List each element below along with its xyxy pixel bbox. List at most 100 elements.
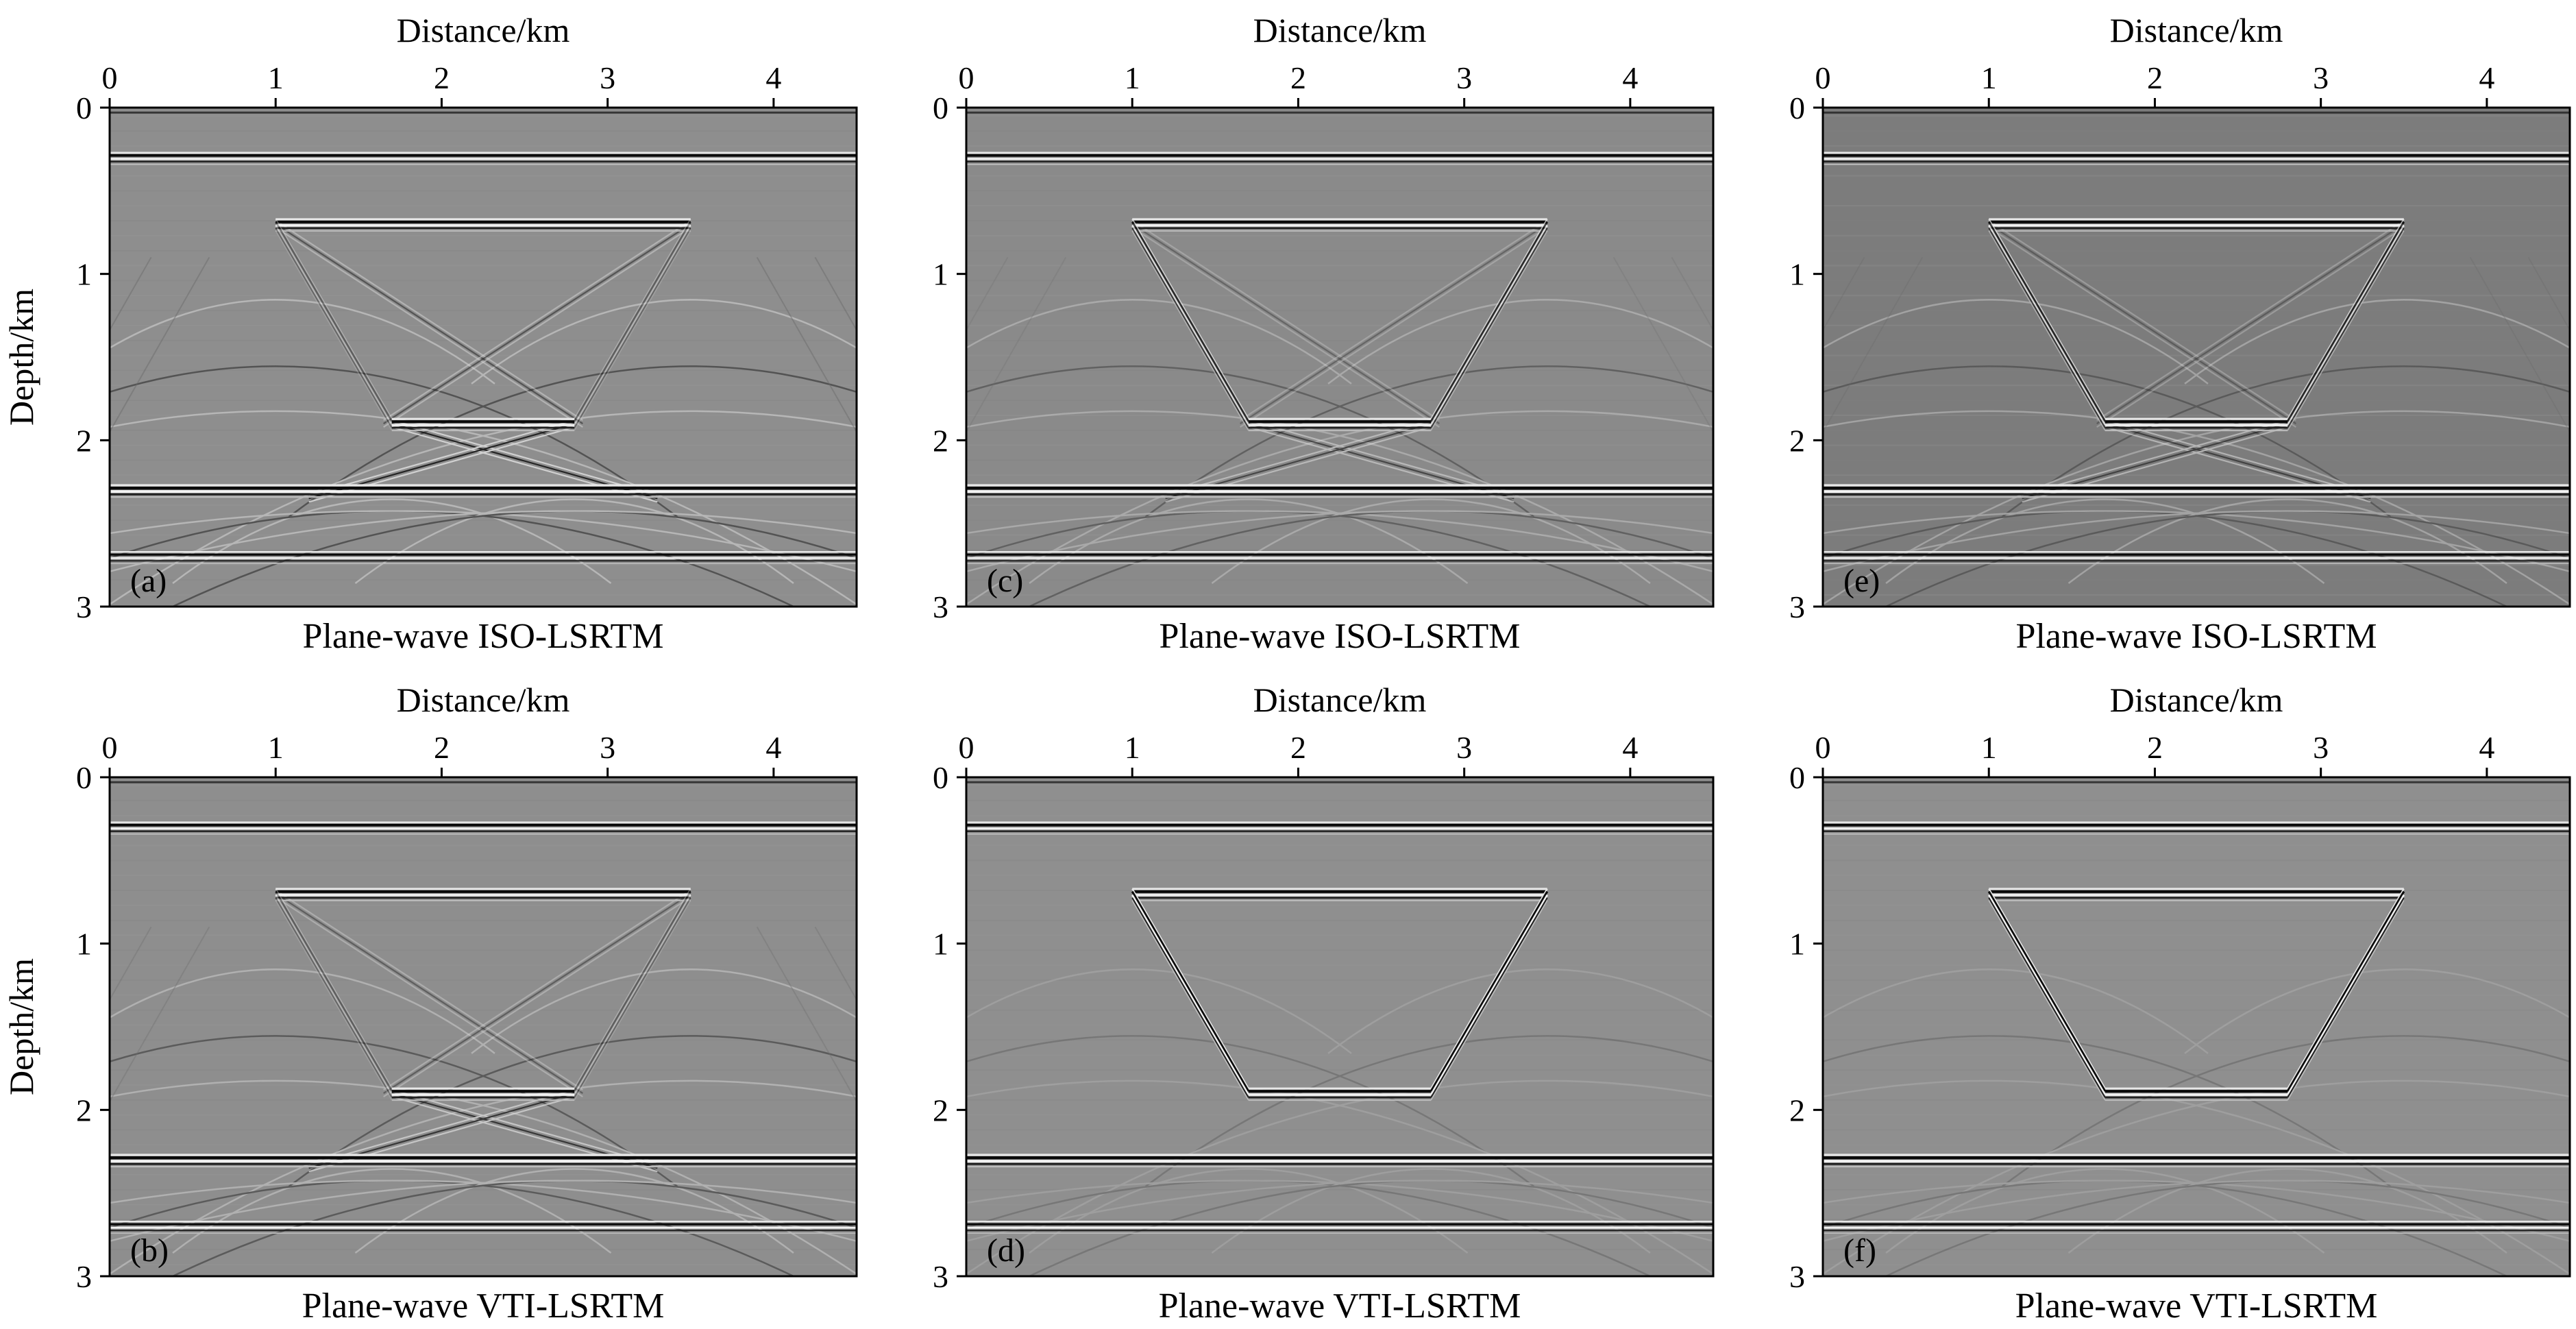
trapezoid-flanks (274, 219, 692, 431)
panel-background (110, 777, 857, 1276)
x-tick-label: 3 (2313, 730, 2329, 765)
reflector (1131, 219, 1250, 431)
seismic-image (1823, 781, 2570, 1276)
x-tick-label: 1 (268, 60, 284, 95)
x-tick-label: 4 (2479, 60, 2494, 95)
panel-caption: Plane-wave ISO-LSRTM (303, 617, 664, 656)
panel-label: (e) (1843, 563, 1880, 599)
panel-caption: Plane-wave VTI-LSRTM (2015, 1287, 2378, 1326)
panel-d: 0 1 2 3 4 0 1 2 3 Distance/km (d) Plane-wave VTI-LS… (933, 681, 1715, 1326)
seismic-image (966, 781, 1713, 1276)
x-tick-label: 4 (765, 730, 781, 765)
x-tick-label: 2 (2147, 60, 2163, 95)
x-axis-title: Distance/km (1253, 11, 1427, 49)
panel-a: 0 1 2 3 4 0 1 2 3 Distance/km Depth/km (a) Plane-wav… (2, 11, 858, 656)
y-tick-label: 2 (76, 1093, 92, 1127)
y-tick-label: 0 (1789, 760, 1805, 795)
y-tick-label: 2 (76, 423, 92, 458)
reflector (110, 551, 857, 564)
background-texture (966, 115, 1713, 596)
reflector (1823, 484, 2570, 498)
reflector (573, 219, 692, 431)
y-tick-label: 3 (933, 1259, 948, 1294)
panel-frame (1821, 776, 2571, 1278)
x-tick-label: 2 (434, 60, 450, 95)
seismic-image (966, 111, 1713, 607)
panel-background (966, 108, 1713, 607)
x-tick-label: 2 (434, 730, 450, 765)
y-tick-label: 3 (76, 589, 92, 624)
reflector (1823, 151, 2570, 165)
trapezoid-flanks (274, 888, 692, 1101)
reflector (1131, 888, 1250, 1101)
x-tick-label: 3 (600, 60, 615, 95)
y-tick-label: 1 (1789, 257, 1805, 292)
reflector (1430, 888, 1549, 1101)
reflector (2286, 888, 2405, 1101)
reflector (1132, 888, 1547, 901)
y-tick-label: 1 (933, 927, 948, 962)
reflector (1132, 218, 1547, 232)
panel-caption: Plane-wave ISO-LSRTM (2016, 617, 2377, 656)
panel-frame (965, 776, 1715, 1278)
x-tick-label: 4 (2479, 730, 2494, 765)
x-axis-title: Distance/km (2110, 681, 2283, 719)
reflector (573, 888, 692, 1101)
panel-caption: Plane-wave VTI-LSRTM (1159, 1287, 1521, 1326)
x-tick-label: 0 (959, 730, 974, 765)
panel-frame (965, 106, 1715, 608)
x-tick-label: 3 (2313, 60, 2329, 95)
reflector (2105, 1087, 2288, 1101)
x-tick-label: 2 (1290, 730, 1306, 765)
trapezoid-flanks (1131, 888, 1549, 1101)
seismic-image (1823, 111, 2570, 607)
panel-background (1823, 108, 2570, 607)
panel-label: (a) (130, 563, 167, 599)
x-tick-label: 0 (1815, 730, 1831, 765)
panel-label: (d) (987, 1232, 1025, 1269)
y-tick-label: 0 (933, 760, 948, 795)
y-tick-label: 3 (933, 589, 948, 624)
y-axis-title: Depth/km (2, 289, 40, 426)
panel-background (110, 108, 857, 607)
seismic-image (110, 781, 857, 1276)
x-axis-title: Distance/km (397, 681, 570, 719)
x-tick-label: 3 (600, 730, 615, 765)
y-axis-title: Depth/km (2, 958, 40, 1095)
panel-caption: Plane-wave ISO-LSRTM (1160, 617, 1521, 656)
reflector (966, 1154, 1713, 1168)
x-axis-title: Distance/km (397, 11, 570, 49)
crossing-artifacts (275, 219, 691, 503)
panel-label: (f) (1843, 1232, 1876, 1269)
reflector (1987, 888, 2107, 1101)
reflector (110, 1221, 857, 1234)
y-tick-label: 1 (76, 927, 92, 962)
y-tick-label: 2 (933, 1093, 948, 1127)
reflector (2286, 219, 2405, 431)
panel-c: 0 1 2 3 4 0 1 2 3 Distance/km (c) Plane-wave ISO-LS… (933, 11, 1715, 656)
reflector (1823, 1221, 2570, 1234)
x-tick-label: 0 (1815, 60, 1831, 95)
x-tick-label: 3 (1456, 730, 1472, 765)
panel-label: (b) (130, 1232, 169, 1269)
reflector (275, 218, 691, 232)
x-tick-label: 1 (268, 730, 284, 765)
trapezoid-flanks (1987, 888, 2405, 1101)
trapezoid-flanks (1131, 219, 1549, 431)
reflector (1989, 888, 2404, 901)
x-axis-title: Distance/km (2110, 11, 2283, 49)
reflector (1430, 219, 1549, 431)
crossing-artifacts (1131, 219, 1548, 503)
reflector (966, 821, 1713, 835)
reflector (1823, 1154, 2570, 1168)
reflector (1248, 1087, 1432, 1101)
x-tick-label: 1 (1125, 60, 1140, 95)
x-tick-label: 4 (1622, 730, 1638, 765)
x-tick-label: 2 (1290, 60, 1306, 95)
y-tick-label: 2 (933, 423, 948, 458)
x-tick-label: 1 (1981, 60, 1997, 95)
reflector (274, 219, 393, 431)
reflector (275, 888, 691, 901)
reflector (110, 151, 857, 165)
